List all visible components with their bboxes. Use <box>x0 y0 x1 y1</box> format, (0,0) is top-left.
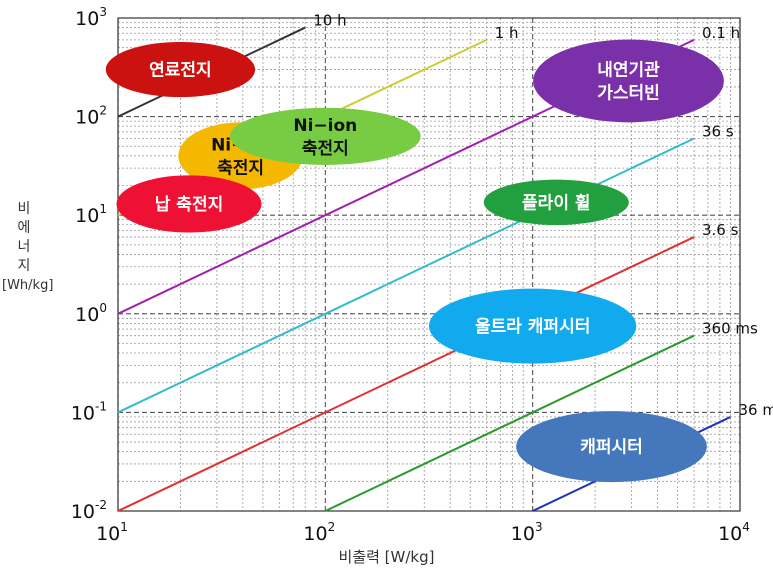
region-label: 납 축전지 <box>155 195 223 215</box>
region-ellipse <box>483 179 629 226</box>
x-tick-label: 103 <box>511 520 543 545</box>
plot-frame <box>117 17 741 512</box>
y-tick-label: 10-1 <box>71 399 107 424</box>
region-group: 연료전지 <box>105 41 256 98</box>
series-labels: 10 h 1 h 0.1 h 36 s 3.6 s 360 ms 36 ms <box>313 12 773 419</box>
y-tick-label: 103 <box>75 5 107 30</box>
x-tick-label: 102 <box>303 520 335 545</box>
series-label: 3.6 s <box>702 221 739 239</box>
region-ellipse <box>116 175 262 233</box>
region-group: 캐퍼시터 <box>516 411 707 483</box>
region-label: 캐퍼시터 <box>580 438 643 458</box>
region-ellipse <box>229 107 421 165</box>
region-ellipse <box>533 39 724 123</box>
series-label: 36 s <box>702 122 734 140</box>
region-ellipse <box>105 41 256 98</box>
y-tick-label: 102 <box>75 104 107 129</box>
region-label: 내연기관 <box>597 60 660 80</box>
region-ellipse <box>429 288 637 364</box>
y-axis-label: 비 에 너 지 [Wh/kg] <box>2 200 54 295</box>
region-label: 플라이 휠 <box>522 193 590 213</box>
y-tick-label: 101 <box>75 202 107 227</box>
series-label: 360 ms <box>702 320 758 338</box>
region-label: 축전지 <box>217 158 264 178</box>
x-axis-label: 비출력 [W/kg] <box>338 548 435 566</box>
region-ellipse <box>516 411 707 483</box>
region-label: 연료전지 <box>149 61 212 81</box>
y-axis-label-char: 지 <box>17 258 31 274</box>
y-axis-label-char: 비 <box>17 201 31 217</box>
x-tick-label: 104 <box>718 520 750 545</box>
y-axis-label-char: 에 <box>17 220 31 236</box>
y-tick-label: 100 <box>75 301 107 326</box>
series-line <box>324 334 695 512</box>
series-line <box>117 236 695 512</box>
x-tick-label: 101 <box>96 520 128 545</box>
series-label: 0.1 h <box>702 24 740 42</box>
region-group: 울트라 캐퍼시터 <box>429 288 637 364</box>
region-group: 납 축전지 <box>116 175 262 233</box>
region-group: Ni−ion 축전지 <box>229 107 421 165</box>
y-tick-label: 10-2 <box>71 498 107 523</box>
region-label: 가스터빈 <box>597 83 660 103</box>
series-label: 10 h <box>313 12 346 30</box>
region-group: 플라이 휠 <box>483 179 629 226</box>
region-label: 울트라 캐퍼시터 <box>475 317 590 337</box>
region-label: 축전지 <box>302 139 349 159</box>
series-label: 1 h <box>495 24 519 42</box>
y-axis-label-char: 너 <box>17 239 31 255</box>
series-label: 36 ms <box>739 401 773 419</box>
y-axis-unit: [Wh/kg] <box>2 278 54 293</box>
region-label: Ni−ion <box>293 116 357 136</box>
tick-labels: 101 102 103 104 10-2 10-1 100 101 102 103 <box>71 5 750 545</box>
